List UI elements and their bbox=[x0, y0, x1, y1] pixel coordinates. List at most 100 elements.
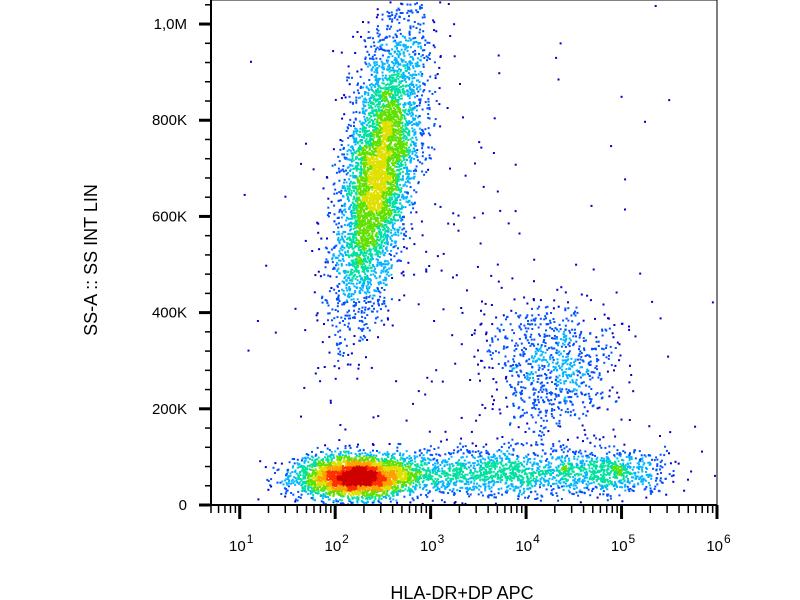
event-dot bbox=[384, 196, 387, 199]
event-dot bbox=[331, 261, 334, 264]
event-dot bbox=[368, 168, 371, 171]
event-dot bbox=[383, 95, 386, 98]
event-dot bbox=[362, 219, 365, 222]
event-dot bbox=[327, 212, 330, 214]
event-dot bbox=[429, 75, 432, 78]
event-dot bbox=[367, 220, 369, 223]
event-dot bbox=[378, 243, 381, 246]
event-dot bbox=[379, 183, 382, 186]
event-dot bbox=[376, 69, 379, 72]
event-dot bbox=[394, 111, 397, 114]
event-dot bbox=[385, 179, 388, 182]
event-dot bbox=[392, 94, 394, 96]
event-dot bbox=[387, 162, 390, 165]
event-dot bbox=[380, 48, 383, 50]
event-dot bbox=[357, 150, 360, 153]
event-dot bbox=[382, 38, 385, 41]
event-dot bbox=[386, 28, 388, 31]
event-dot bbox=[362, 196, 365, 199]
event-dot bbox=[363, 276, 366, 278]
event-dot bbox=[392, 176, 394, 179]
event-dot bbox=[352, 171, 355, 174]
event-dot bbox=[411, 65, 414, 68]
event-dot bbox=[347, 217, 350, 220]
event-dot bbox=[385, 122, 388, 125]
event-dot bbox=[411, 124, 414, 127]
event-dot bbox=[396, 101, 399, 104]
event-dot bbox=[393, 108, 396, 111]
event-dot bbox=[372, 191, 375, 194]
event-dot bbox=[377, 117, 380, 120]
event-dot bbox=[358, 120, 361, 123]
event-dot bbox=[383, 490, 386, 493]
event-dot bbox=[366, 276, 369, 279]
event-dot bbox=[378, 276, 381, 279]
event-dot bbox=[376, 214, 379, 217]
event-dot bbox=[408, 97, 411, 100]
event-dot bbox=[416, 63, 419, 66]
event-dot bbox=[362, 283, 365, 286]
event-dot bbox=[403, 79, 406, 82]
event-dot bbox=[376, 120, 379, 123]
event-dot bbox=[433, 148, 436, 151]
event-dot bbox=[371, 178, 374, 181]
event-dot bbox=[413, 175, 416, 178]
event-dot bbox=[425, 157, 427, 160]
event-dot bbox=[373, 270, 376, 273]
event-dot bbox=[417, 182, 420, 185]
event-dot bbox=[382, 191, 385, 194]
event-dot bbox=[351, 185, 354, 188]
event-dot bbox=[424, 128, 427, 131]
event-dot bbox=[397, 175, 400, 178]
event-dot bbox=[389, 168, 392, 171]
event-dot bbox=[407, 131, 410, 134]
event-dot bbox=[354, 200, 357, 203]
event-dot bbox=[354, 52, 357, 54]
event-dot bbox=[378, 263, 381, 266]
event-dot bbox=[396, 183, 398, 185]
event-dot bbox=[351, 158, 354, 161]
event-dot bbox=[381, 191, 384, 194]
event-dot bbox=[380, 202, 383, 204]
event-dot bbox=[414, 73, 417, 76]
event-dot bbox=[370, 180, 373, 183]
event-dot bbox=[396, 229, 399, 232]
event-dot bbox=[389, 83, 392, 85]
event-dot bbox=[398, 138, 401, 141]
event-dot bbox=[364, 56, 367, 59]
event-dot bbox=[359, 286, 362, 289]
event-dot bbox=[378, 261, 381, 264]
event-dot bbox=[387, 178, 390, 181]
event-dot bbox=[377, 130, 380, 133]
event-dot bbox=[389, 193, 392, 196]
event-dot bbox=[409, 27, 412, 30]
event-dot bbox=[365, 144, 367, 147]
event-dot bbox=[364, 149, 367, 152]
event-dot bbox=[336, 233, 338, 236]
event-dot bbox=[393, 245, 396, 248]
event-dot bbox=[391, 205, 394, 208]
event-dot bbox=[375, 157, 378, 160]
event-dot bbox=[390, 107, 393, 110]
event-dot bbox=[372, 166, 375, 169]
event-dot bbox=[400, 151, 403, 154]
event-dot bbox=[371, 193, 374, 196]
event-dot bbox=[367, 238, 370, 241]
event-dot bbox=[400, 129, 402, 132]
event-dot bbox=[413, 21, 416, 23]
event-dot bbox=[378, 283, 381, 286]
event-dot bbox=[410, 157, 413, 159]
event-dot bbox=[316, 221, 319, 224]
event-dot bbox=[398, 81, 401, 84]
event-dot bbox=[363, 222, 366, 225]
event-dot bbox=[418, 104, 421, 107]
event-dot bbox=[281, 480, 284, 483]
event-dot bbox=[385, 140, 388, 143]
event-dot bbox=[364, 317, 367, 320]
event-dot bbox=[396, 115, 399, 118]
event-dot bbox=[339, 247, 342, 250]
event-dot bbox=[365, 133, 368, 136]
event-dot bbox=[384, 220, 387, 223]
event-dot bbox=[391, 239, 393, 242]
event-dot bbox=[367, 192, 370, 194]
